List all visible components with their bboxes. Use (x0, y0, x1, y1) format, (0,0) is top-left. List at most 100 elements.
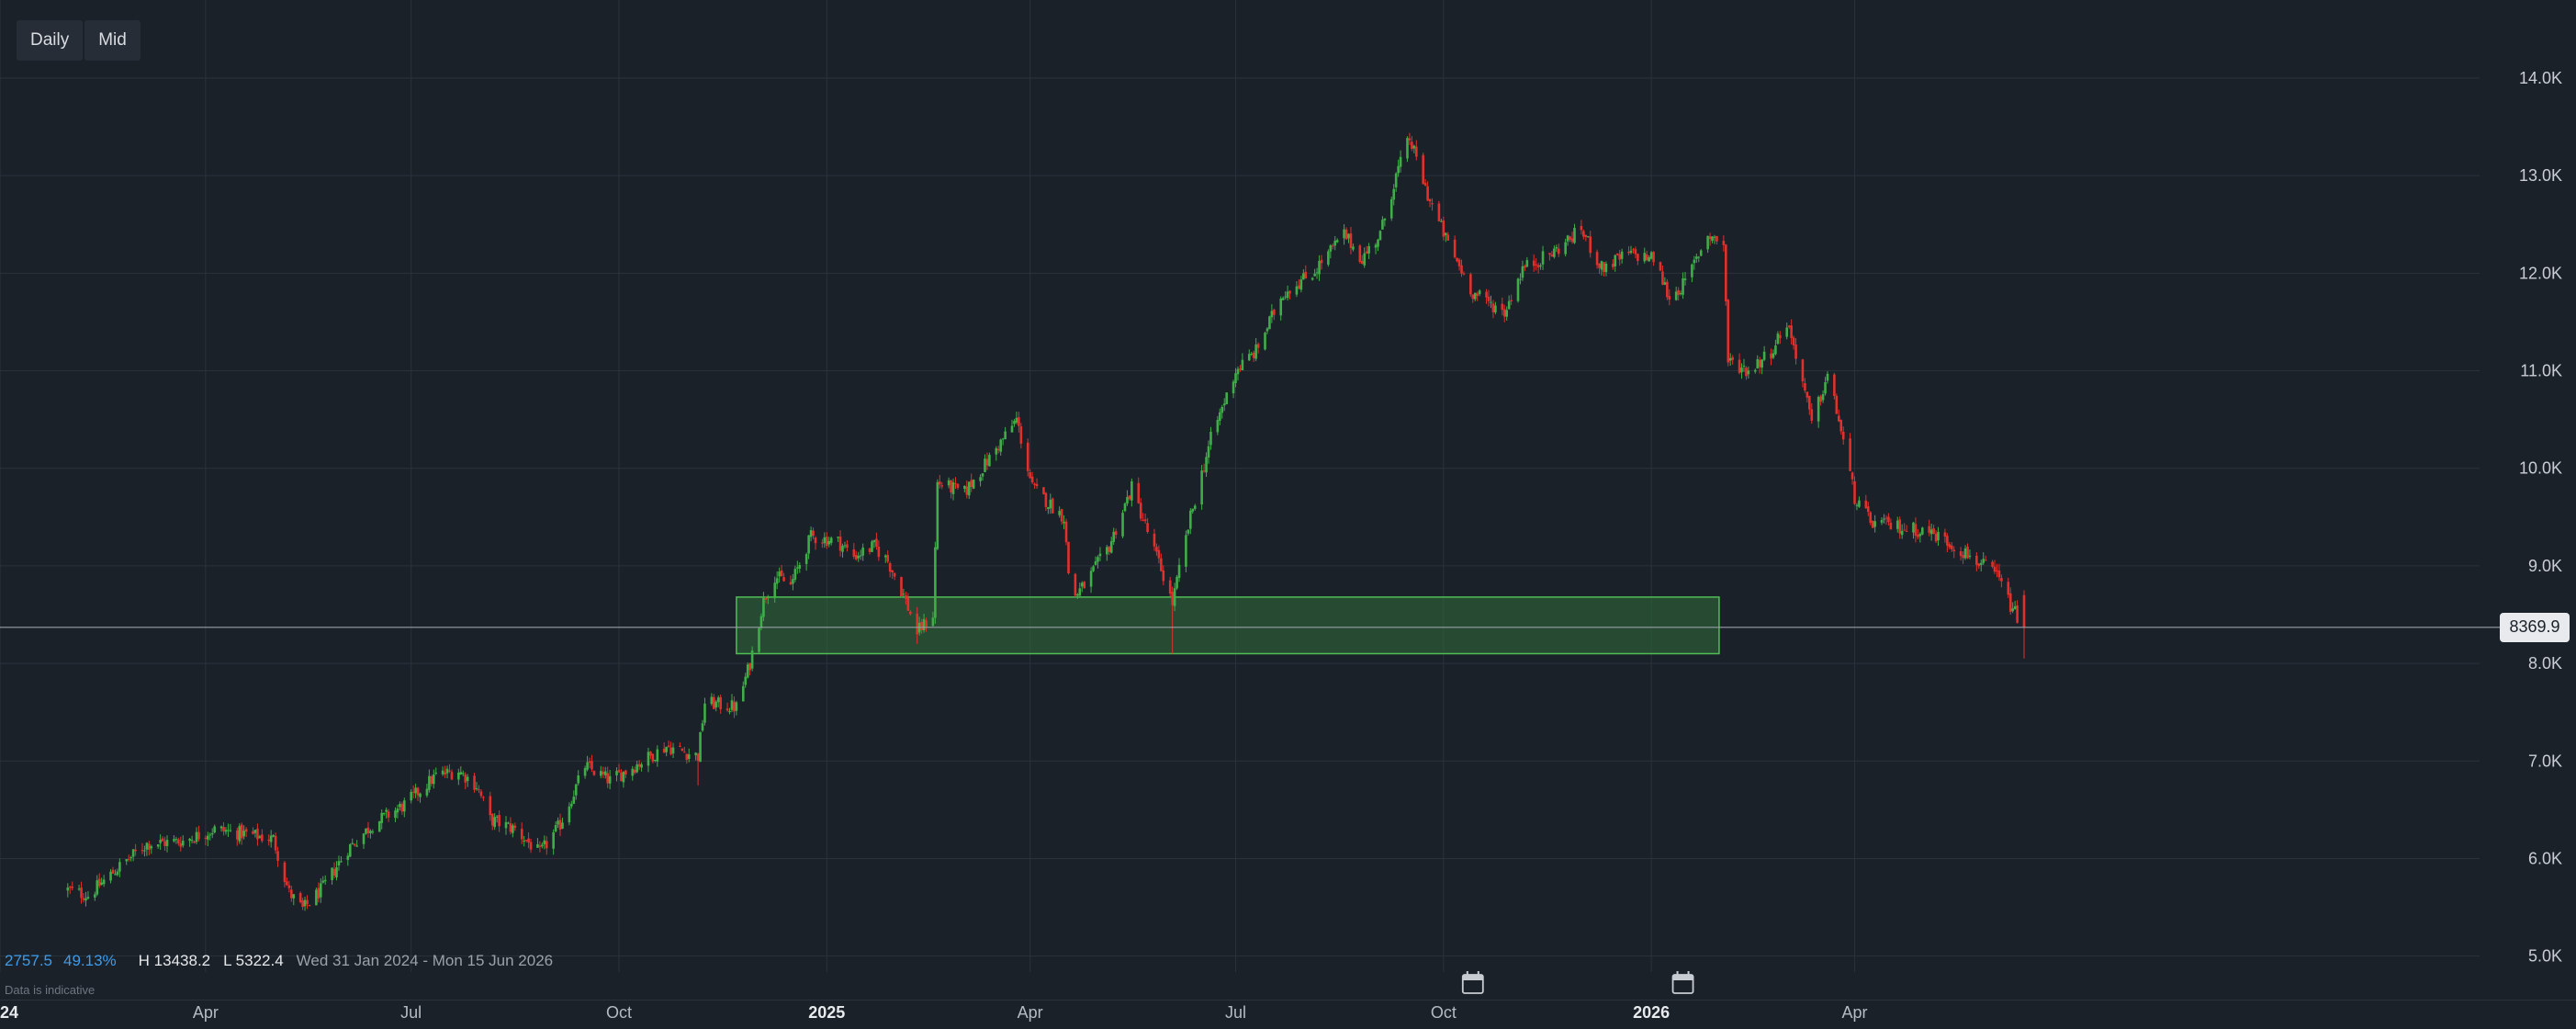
candle-body (1189, 510, 1192, 529)
candle-body (1254, 345, 1257, 359)
candle-body (1747, 370, 1750, 375)
candle-body (403, 800, 406, 812)
candle-body (1708, 236, 1712, 240)
candle-body (1541, 251, 1545, 265)
candle-body (979, 477, 982, 481)
candle-body (229, 830, 232, 831)
candle-body (430, 776, 433, 785)
calendar-icon[interactable] (1671, 971, 1694, 994)
candle-body (111, 869, 115, 874)
x-tick-label: Apr (1842, 1003, 1868, 1022)
candle-body (1092, 566, 1095, 571)
candle-body (351, 842, 354, 844)
candle-body (886, 555, 890, 562)
candle-body (308, 905, 311, 907)
candle-body (1706, 235, 1709, 250)
candle-body (883, 555, 887, 558)
candle-body (2000, 578, 2003, 582)
candle-body (335, 867, 338, 877)
date-range: Wed 31 Jan 2024 - Mon 15 Jun 2026 (296, 952, 554, 969)
candle-body (1864, 500, 1868, 509)
candle-body (84, 898, 87, 901)
candle-body (821, 542, 824, 544)
candle-body (1177, 564, 1181, 579)
candle-body (1740, 368, 1743, 373)
candle-body (789, 582, 793, 585)
candle-body (380, 812, 384, 823)
candle-body (950, 480, 952, 493)
x-tick-label: Oct (606, 1003, 632, 1022)
candle-body (253, 830, 257, 833)
candle-body (1094, 560, 1097, 565)
candle-body (965, 486, 969, 495)
candle-body (1471, 294, 1475, 300)
event-markers[interactable] (1461, 971, 1694, 994)
candle-body (936, 481, 939, 549)
candle-body (600, 771, 602, 776)
candle-body (1411, 141, 1413, 150)
candle-body (891, 570, 894, 573)
candle-body (792, 579, 794, 584)
candle-body (1360, 260, 1364, 264)
candle-body (1858, 500, 1861, 507)
candle-body (1982, 559, 1985, 563)
candle-body (1932, 528, 1935, 534)
timeframe-button[interactable]: Daily (17, 20, 84, 61)
candle-body (1139, 503, 1142, 519)
candle-body (592, 771, 596, 775)
candle-body (1555, 246, 1558, 249)
candle-body (1080, 582, 1084, 587)
candle-body (543, 840, 546, 844)
y-tick-label: 8.0K (2528, 654, 2562, 673)
candle-body (1142, 519, 1144, 521)
candle-body (321, 880, 325, 883)
candle-body (1064, 521, 1068, 543)
candle-body (1108, 547, 1111, 552)
candle-body (871, 541, 873, 552)
indicative-note: Data is indicative (5, 983, 96, 997)
candle-body (1010, 425, 1014, 433)
candle-body (1548, 253, 1551, 255)
candle-body (764, 597, 768, 600)
candle-body (1015, 417, 1018, 423)
candle-body (235, 830, 239, 840)
candle-body (482, 797, 485, 798)
candle-body (1966, 546, 1969, 559)
candle-body (1598, 263, 1601, 268)
candle-body (1310, 277, 1314, 280)
candle-body (906, 597, 910, 611)
calendar-icon-header (1672, 975, 1693, 980)
candle-body (1234, 373, 1237, 383)
support-zone-rect[interactable] (736, 596, 1720, 655)
candle-body (66, 887, 70, 891)
candle-body (475, 787, 478, 789)
candle-body (640, 763, 643, 768)
candle-body (1841, 431, 1845, 440)
candle-body (812, 530, 815, 537)
candle-body (1367, 245, 1370, 254)
price-type-button[interactable]: Mid (84, 20, 141, 61)
candle-body (1378, 231, 1382, 241)
x-tick-label: Jul (400, 1003, 422, 1022)
candle-body (1363, 253, 1367, 266)
candle-body (1415, 146, 1418, 157)
support-zone[interactable] (736, 596, 1720, 655)
candle-body (662, 748, 666, 753)
candle-body (1977, 563, 1981, 567)
candle-body (1695, 256, 1698, 259)
candle-body (1505, 310, 1509, 317)
candle-body (1929, 529, 1933, 535)
candle-body (2011, 608, 2015, 612)
candle-body (1787, 325, 1791, 328)
candle-body (490, 813, 494, 826)
candle-body (1873, 521, 1876, 527)
candle-body (1835, 395, 1839, 414)
calendar-icon[interactable] (1461, 971, 1484, 994)
candle-body (767, 596, 770, 599)
candle-body (1937, 531, 1940, 541)
candle-body (118, 862, 121, 872)
candle-body (272, 835, 275, 837)
candle-body (981, 473, 984, 477)
